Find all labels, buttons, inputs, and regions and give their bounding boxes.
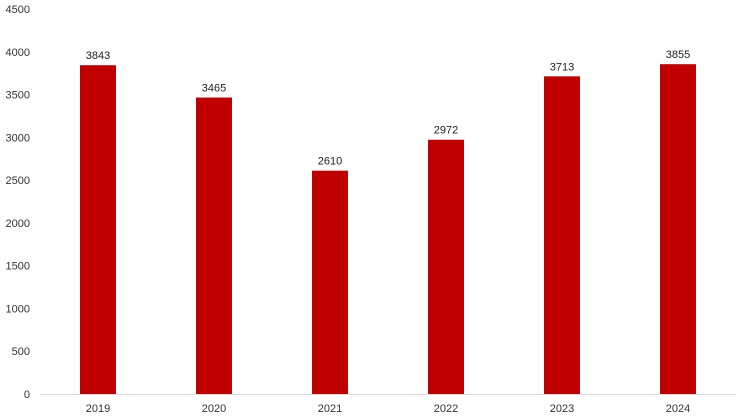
y-tick-label: 4500 bbox=[6, 4, 30, 16]
bar-2023 bbox=[544, 76, 580, 395]
x-tick-label: 2024 bbox=[666, 403, 690, 415]
y-tick-label: 0 bbox=[24, 389, 30, 401]
data-label: 2972 bbox=[434, 125, 458, 137]
y-tick-label: 2000 bbox=[6, 218, 30, 230]
data-label: 2610 bbox=[318, 156, 342, 168]
x-tick-label: 2019 bbox=[86, 403, 110, 415]
x-tick-label: 2022 bbox=[434, 403, 458, 415]
bar-2020 bbox=[196, 97, 232, 395]
y-tick-label: 500 bbox=[12, 346, 30, 358]
bar-2022 bbox=[428, 139, 464, 394]
data-label: 3713 bbox=[550, 61, 574, 73]
x-axis: 2019 2020 2021 2022 2023 2024 bbox=[86, 403, 690, 415]
y-tick-label: 3500 bbox=[6, 90, 30, 102]
x-tick-label: 2021 bbox=[318, 403, 342, 415]
data-label: 3855 bbox=[666, 49, 690, 61]
x-tick-label: 2020 bbox=[202, 403, 226, 415]
data-label: 3843 bbox=[86, 50, 110, 62]
x-tick-label: 2023 bbox=[550, 403, 574, 415]
bar-2024 bbox=[660, 64, 696, 394]
y-axis: 0 500 1000 1500 2000 2500 3000 3500 4000 4500 bbox=[6, 4, 30, 401]
y-tick-label: 1500 bbox=[6, 261, 30, 273]
y-tick-label: 1000 bbox=[6, 303, 30, 315]
bar-2019 bbox=[80, 65, 116, 395]
y-tick-label: 2500 bbox=[6, 175, 30, 187]
data-labels: 3843 3465 2610 2972 3713 3855 bbox=[86, 49, 690, 168]
data-label: 3465 bbox=[202, 83, 226, 95]
y-tick-label: 4000 bbox=[6, 47, 30, 59]
y-tick-label: 3000 bbox=[6, 132, 30, 144]
bar-2021 bbox=[312, 170, 348, 394]
bars bbox=[80, 64, 696, 395]
